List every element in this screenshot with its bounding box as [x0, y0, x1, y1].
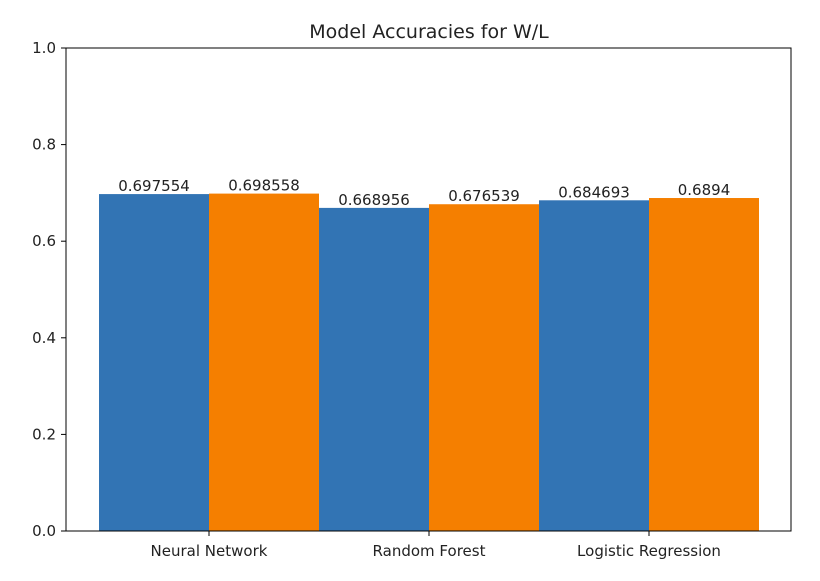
x-tick-label: Neural Network [151, 542, 268, 560]
value-label-2-3: 0.6894 [678, 181, 731, 199]
y-tick-label: 0.4 [32, 329, 56, 347]
bar-1-3 [539, 200, 649, 531]
value-label-1-3: 0.684693 [558, 183, 630, 201]
plot-frame [65, 47, 792, 532]
y-tick-label: 1.0 [32, 39, 56, 57]
bar-1-2 [319, 207, 429, 531]
value-label-2-2: 0.676539 [448, 187, 520, 205]
chart-title: Model Accuracies for W/L [309, 21, 549, 43]
bar-2-1 [209, 193, 319, 531]
y-tick-label: 0.8 [32, 136, 56, 154]
bar-2-2 [429, 204, 539, 531]
y-tick-label: 0.2 [32, 425, 56, 443]
y-tick-label: 0.0 [32, 522, 56, 540]
bar-1-1 [99, 194, 209, 531]
bar-2-3 [649, 198, 759, 531]
y-tick-label: 0.6 [32, 232, 56, 250]
x-tick-label: Random Forest [373, 542, 486, 560]
x-tick-label: Logistic Regression [577, 542, 721, 560]
value-label-1-1: 0.697554 [118, 177, 190, 195]
value-label-2-1: 0.698558 [228, 177, 300, 195]
value-label-1-2: 0.668956 [338, 191, 410, 209]
